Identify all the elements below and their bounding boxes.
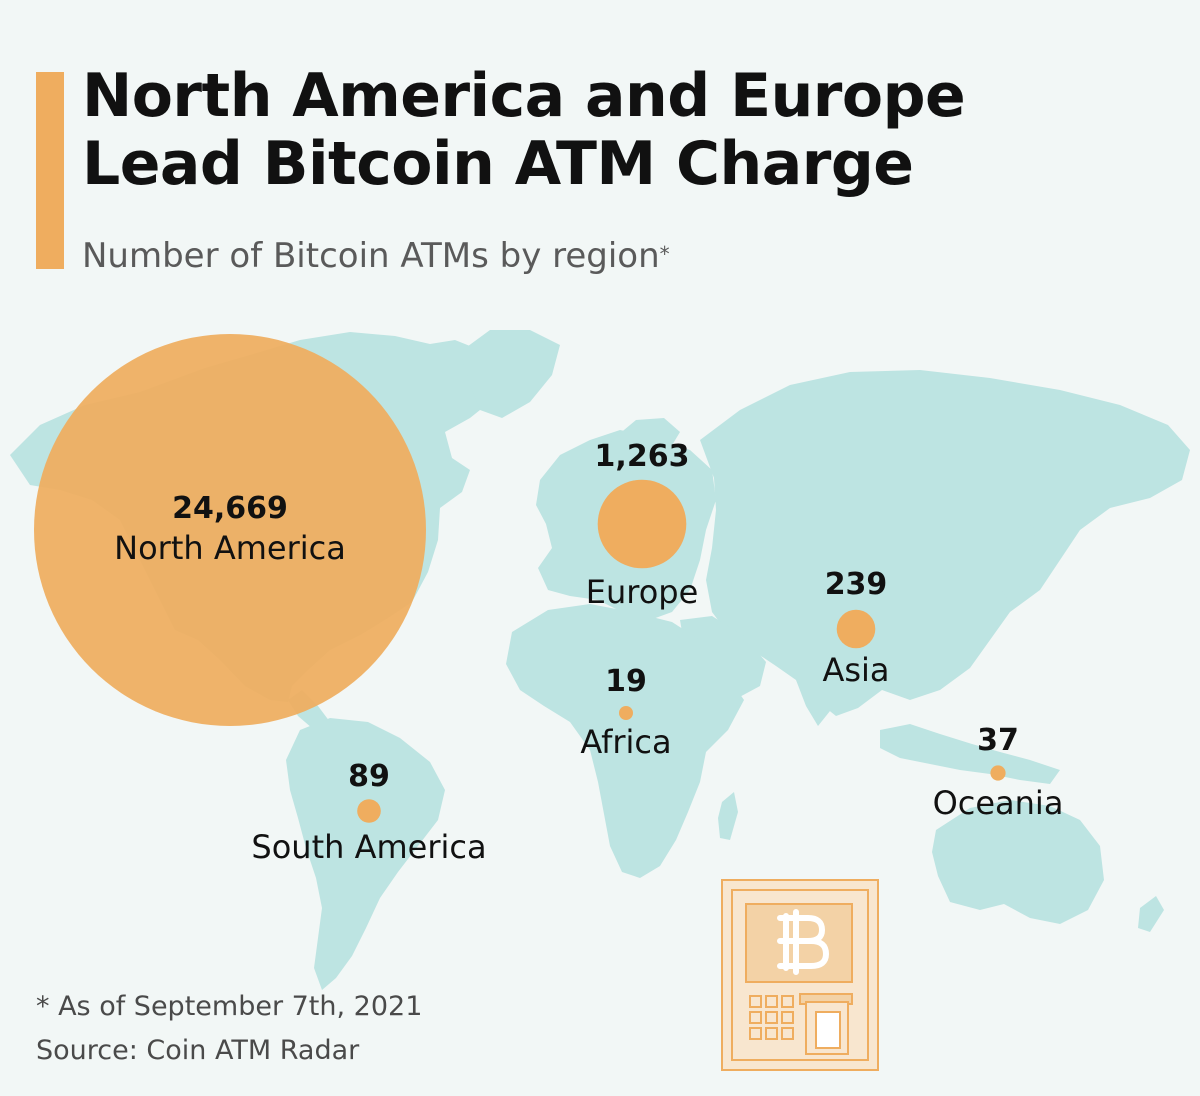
region-name-africa: Africa	[580, 723, 671, 761]
land-southeast-asia	[880, 724, 1060, 784]
title-accent-bar	[36, 72, 64, 269]
title-line-2: Lead Bitcoin ATM Charge	[82, 129, 914, 199]
region-name-north-america: North America	[114, 529, 346, 567]
value-label-europe: 1,263	[595, 439, 690, 474]
land-asia	[700, 370, 1190, 716]
land-madagascar	[718, 792, 738, 840]
land-greenland	[460, 330, 560, 418]
bubble-oceania	[990, 765, 1006, 781]
land-india	[790, 636, 860, 726]
bitcoin-symbol-icon	[777, 909, 829, 975]
title-line-1: North America and Europe	[82, 61, 966, 131]
bubble-south-america	[357, 799, 381, 823]
land-scandinavia	[598, 418, 680, 496]
bubble-asia	[836, 609, 876, 649]
subtitle-text: Number of Bitcoin ATMs by region	[82, 236, 660, 276]
bitcoin-atm-icon	[721, 879, 879, 1071]
footnote: * As of September 7th, 2021	[36, 991, 423, 1022]
land-south-america	[286, 718, 445, 990]
land-australia	[932, 800, 1104, 924]
region-name-asia: Asia	[822, 651, 889, 689]
value-label-asia: 239	[825, 567, 888, 602]
value-label-south-america: 89	[348, 759, 390, 794]
value-label-oceania: 37	[977, 723, 1019, 758]
value-label-africa: 19	[605, 664, 647, 699]
land-british-isles	[542, 466, 568, 512]
bubble-africa	[619, 706, 633, 720]
region-name-europe: Europe	[586, 573, 699, 611]
land-africa	[506, 604, 744, 878]
region-name-south-america: South America	[251, 828, 486, 866]
land-new-zealand	[1138, 896, 1164, 932]
region-name-oceania: Oceania	[933, 784, 1064, 822]
page-subtitle: Number of Bitcoin ATMs by region*	[82, 234, 670, 278]
land-arabia	[680, 616, 766, 700]
source-note: Source: Coin ATM Radar	[36, 1035, 360, 1066]
region-labels: 24,669 North America 1,263 Europe 239 As…	[114, 439, 1063, 866]
bubble-europe	[597, 479, 687, 569]
region-bubbles	[34, 334, 1006, 823]
page-title: North America and Europe Lead Bitcoin AT…	[82, 62, 1162, 198]
land-japan	[1000, 520, 1036, 600]
subtitle-footnote-marker: *	[659, 242, 670, 266]
value-label-north-america: 24,669	[172, 491, 288, 526]
bubble-north-america	[34, 334, 426, 726]
